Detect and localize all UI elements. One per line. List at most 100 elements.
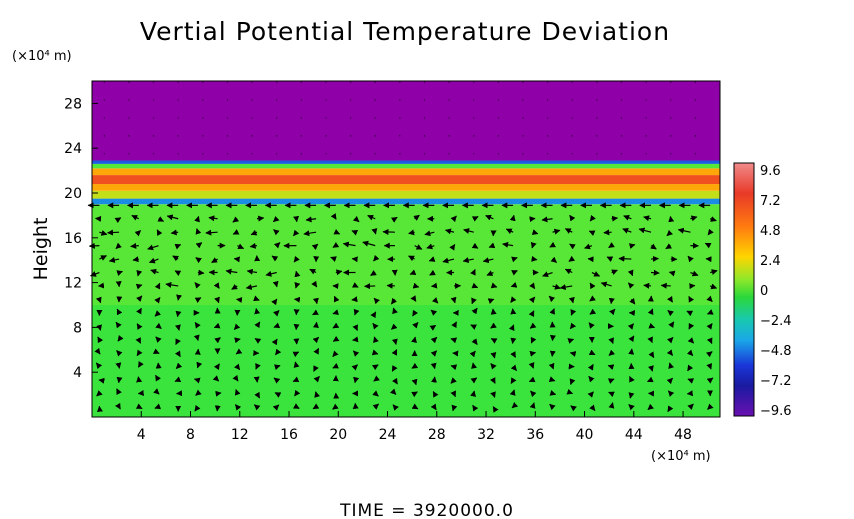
wind-vector bbox=[273, 310, 280, 317]
wind-vector bbox=[463, 228, 474, 234]
wind-vector bbox=[114, 217, 122, 224]
wind-vector bbox=[638, 227, 652, 234]
wind-vector-dot bbox=[620, 81, 623, 83]
wind-vector bbox=[431, 297, 439, 304]
wind-vector bbox=[234, 337, 241, 344]
wind-vector bbox=[530, 241, 537, 249]
wind-vector bbox=[428, 256, 436, 262]
wind-vector bbox=[294, 389, 301, 397]
wind-vector-dot bbox=[374, 99, 376, 101]
wind-vector bbox=[250, 229, 258, 236]
wind-vector bbox=[606, 256, 614, 262]
wind-vector-dot bbox=[423, 99, 426, 101]
vector-field bbox=[87, 81, 718, 413]
heat-band-4 bbox=[92, 184, 720, 191]
wind-vector bbox=[470, 390, 477, 397]
wind-vector bbox=[391, 365, 398, 372]
wind-vector bbox=[208, 215, 218, 222]
wind-vector bbox=[175, 338, 181, 346]
wind-vector bbox=[490, 391, 496, 398]
wind-vector bbox=[529, 402, 536, 409]
wind-vector bbox=[628, 404, 635, 411]
wind-vector-dot bbox=[620, 99, 623, 101]
wind-vector bbox=[237, 243, 245, 250]
wind-vector bbox=[194, 297, 202, 304]
wind-vector bbox=[629, 297, 636, 305]
wind-vector bbox=[666, 229, 673, 237]
wind-vector bbox=[293, 229, 300, 237]
wind-vector bbox=[166, 214, 179, 221]
wind-vector-dot bbox=[128, 153, 130, 155]
wind-vector bbox=[148, 257, 159, 264]
wind-vector bbox=[651, 269, 660, 276]
wind-vector bbox=[311, 280, 318, 288]
wind-vector bbox=[588, 230, 596, 236]
wind-vector-dot bbox=[694, 81, 697, 83]
wind-vector bbox=[450, 377, 457, 384]
wind-vector bbox=[274, 392, 282, 398]
wind-vector-dot bbox=[497, 117, 500, 119]
wind-vector-dot bbox=[571, 117, 573, 119]
y-tick-label: 16 bbox=[64, 231, 82, 247]
wind-vector bbox=[541, 216, 553, 223]
wind-vector bbox=[245, 284, 258, 290]
colorbar-label: 9.6 bbox=[760, 164, 781, 179]
wind-vector-dot bbox=[276, 99, 278, 101]
wind-vector bbox=[450, 390, 456, 398]
wind-vector bbox=[254, 307, 261, 315]
wind-vector-dot bbox=[694, 99, 697, 101]
wind-vector-dot bbox=[374, 135, 376, 137]
wind-vector bbox=[706, 337, 713, 345]
wind-vector bbox=[600, 281, 612, 288]
wind-vector-dot bbox=[522, 99, 524, 101]
wind-vector-dot bbox=[694, 135, 697, 137]
wind-vector-dot bbox=[251, 81, 253, 83]
heat-band-0 bbox=[92, 305, 720, 417]
wind-vector bbox=[486, 270, 494, 276]
wind-vector bbox=[205, 229, 218, 236]
wind-vector bbox=[623, 214, 632, 221]
wind-vector-dot bbox=[300, 135, 303, 137]
wind-vector-dot bbox=[620, 117, 623, 119]
wind-vector bbox=[450, 364, 458, 371]
wind-vector bbox=[432, 391, 439, 398]
wind-vector-dot bbox=[276, 81, 278, 83]
wind-vector bbox=[136, 307, 142, 315]
wind-vector bbox=[312, 321, 319, 329]
wind-vector-dot bbox=[325, 153, 327, 155]
wind-vector bbox=[135, 283, 143, 290]
wind-vector bbox=[272, 404, 280, 411]
wind-vector bbox=[568, 255, 576, 262]
wind-vector-dot bbox=[596, 99, 598, 101]
wind-vector bbox=[548, 376, 556, 382]
wind-vector bbox=[115, 321, 122, 329]
wind-vector bbox=[313, 376, 320, 383]
wind-vector bbox=[489, 377, 496, 384]
heat-band-7 bbox=[92, 163, 720, 169]
heat-band-5 bbox=[92, 175, 720, 185]
wind-vector-dot bbox=[226, 153, 229, 155]
wind-vector bbox=[677, 227, 691, 234]
wind-vector bbox=[472, 404, 479, 412]
wind-vector bbox=[147, 244, 159, 251]
wind-vector bbox=[333, 295, 340, 303]
wind-vector bbox=[471, 362, 478, 369]
wind-vector-dot bbox=[497, 81, 500, 83]
wind-vector bbox=[444, 228, 455, 235]
wind-vector-dot bbox=[448, 81, 450, 83]
wind-vector bbox=[627, 323, 635, 330]
wind-vector bbox=[254, 321, 261, 329]
wind-vector bbox=[154, 282, 161, 290]
wind-vector bbox=[430, 336, 438, 344]
x-tick-label: 36 bbox=[526, 427, 544, 443]
wind-vector bbox=[549, 308, 555, 315]
wind-vector-dot bbox=[349, 81, 352, 83]
wind-vector-dot bbox=[645, 153, 647, 155]
wind-vector-dot bbox=[473, 99, 475, 101]
wind-vector bbox=[410, 295, 417, 302]
wind-vector-dot bbox=[300, 153, 303, 155]
wind-vector bbox=[212, 375, 220, 382]
wind-vector bbox=[488, 242, 496, 249]
wind-vector-dot bbox=[596, 81, 598, 83]
wind-vector bbox=[174, 243, 182, 250]
